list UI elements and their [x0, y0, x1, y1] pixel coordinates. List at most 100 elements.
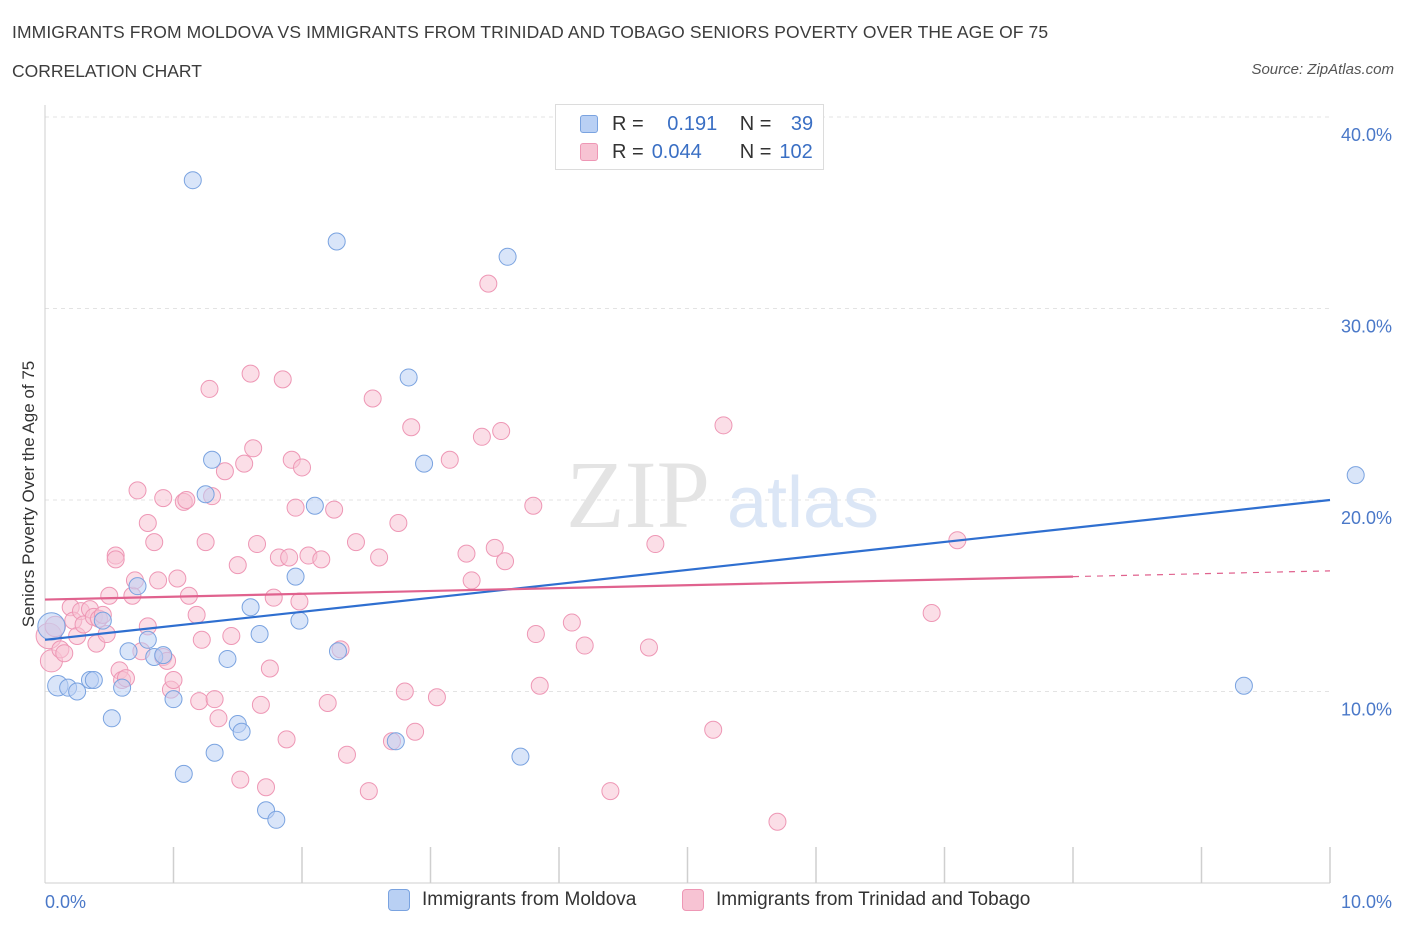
moldova-point: [203, 450, 222, 469]
moldova-point: [128, 577, 147, 596]
legend-r-label: R =: [612, 112, 644, 135]
legend-label: Immigrants from Trinidad and Tobago: [716, 889, 1031, 910]
moldova-point: [1234, 676, 1253, 695]
trinidad-tobago-point: [128, 481, 147, 500]
legend-r-label: R =: [612, 140, 644, 163]
moldova-point: [286, 567, 305, 586]
trinidad-tobago-point: [215, 462, 234, 481]
moldova-point: [386, 732, 405, 751]
trinidad-tobago-point: [248, 535, 267, 554]
moldova-point: [232, 722, 251, 741]
series-trinidad-tobago-points: [35, 274, 967, 831]
trinidad-tobago-point: [187, 605, 206, 624]
moldova-point: [305, 496, 324, 515]
moldova-point: [68, 682, 87, 701]
trinidad-tobago-point: [318, 693, 337, 712]
trinidad-tobago-point: [472, 427, 491, 446]
trinidad-tobago-point: [479, 274, 498, 293]
trinidad-tobago-point: [196, 533, 215, 552]
y-tick-label: 40.0%: [1341, 125, 1392, 145]
moldova-swatch: [388, 889, 410, 911]
moldova-point: [113, 678, 132, 697]
trinidad-tobago-point: [440, 450, 459, 469]
moldova-point: [93, 611, 112, 630]
trinidad-tobago-point: [402, 418, 421, 437]
legend-n-label: N =: [739, 112, 772, 135]
trinidad-tobago-point: [286, 498, 305, 517]
tick-labels: 10.0% 20.0% 30.0% 40.0% 0.0% 10.0%: [45, 125, 1392, 912]
legend-r-value: 0.191: [661, 112, 718, 135]
trinidad-tobago-point: [406, 722, 425, 741]
trinidad-tobago-point: [601, 782, 620, 801]
trinidad-tobago-point: [575, 636, 594, 655]
moldova-point: [138, 630, 157, 649]
trinidad-tobago-point: [231, 770, 250, 789]
trinidad-tobago-point: [164, 671, 183, 690]
trinidad-tobago-point: [100, 586, 119, 605]
trinidad-tobago-point: [496, 552, 515, 571]
trinidad-tobago-point: [138, 513, 157, 532]
y-tick-label: 10.0%: [1341, 700, 1392, 720]
moldova-point: [196, 485, 215, 504]
trinidad-tobago-point: [149, 571, 168, 590]
moldova-point: [241, 598, 260, 617]
trinidad-tobago-point: [192, 630, 211, 649]
trinidad-tobago-point: [346, 533, 365, 552]
moldova-point: [415, 454, 434, 473]
y-axis-label: Seniors Poverty Over the Age of 75: [19, 361, 38, 627]
trinidad-tobago-point: [562, 613, 581, 632]
trinidad-tobago-swatch: [682, 889, 704, 911]
moldova-point: [399, 368, 418, 387]
moldova-point: [218, 649, 237, 668]
trinidad-tobago-point: [280, 548, 299, 567]
moldova-point: [267, 810, 286, 829]
moldova-point: [102, 709, 121, 728]
trinidad-tobago-point: [646, 535, 665, 554]
trinidad-tobago-point: [145, 533, 164, 552]
moldova-point: [84, 671, 103, 690]
trinidad-tobago-point: [277, 730, 296, 749]
moldova-point: [1346, 466, 1365, 485]
moldova-point: [205, 743, 224, 762]
trinidad-tobago-point: [714, 416, 733, 435]
moldova-point: [119, 642, 138, 661]
trinidad-tobago-point: [485, 538, 504, 557]
trinidad-tobago-point: [257, 778, 276, 797]
trinidad-tobago-point: [228, 556, 247, 575]
trinidad-tobago-point: [359, 782, 378, 801]
trinidad-tobago-point: [457, 544, 476, 563]
trinidad-tobago-point: [241, 364, 260, 383]
chart-subtitle: CORRELATION CHART: [12, 61, 202, 81]
trinidad-tobago-point: [106, 550, 125, 569]
trinidad-tobago-point: [530, 676, 549, 695]
watermark-zip: ZIP: [566, 441, 710, 548]
series-moldova-points: [37, 171, 1365, 829]
trinidad-tobago-swatch: [580, 143, 598, 161]
legend-r-value: 0.044: [651, 140, 702, 163]
y-tick-label: 30.0%: [1341, 317, 1392, 337]
moldova-point: [290, 611, 309, 630]
trinidad-tobago-point: [363, 389, 382, 408]
legend-n-value: 102: [779, 140, 813, 163]
trinidad-tobago-point: [325, 500, 344, 519]
trend-lines: [44, 498, 1331, 641]
trinidad-tobago-trend-extension: [1072, 570, 1331, 578]
legend-row-trinidad-tobago: R = 0.044 N = 102: [580, 139, 813, 165]
moldova-point: [511, 747, 530, 766]
moldova-swatch: [580, 115, 598, 133]
legend-n-value: 39: [785, 112, 814, 135]
legend-row-moldova: R = 0.191 N = 39: [580, 111, 813, 137]
trinidad-tobago-point: [389, 513, 408, 532]
moldova-point: [250, 625, 269, 644]
series-legend: Immigrants from Moldova Immigrants from …: [0, 889, 1406, 915]
trinidad-tobago-point: [395, 682, 414, 701]
trinidad-tobago-point: [190, 692, 209, 711]
trinidad-tobago-trend-line: [44, 575, 1074, 601]
moldova-trend-line: [44, 498, 1331, 641]
source-credit: Source: ZipAtlas.com: [1251, 61, 1394, 78]
trinidad-tobago-point: [264, 588, 283, 607]
y-tick-label: 20.0%: [1341, 508, 1392, 528]
trinidad-tobago-point: [427, 688, 446, 707]
trinidad-tobago-point: [205, 690, 224, 709]
